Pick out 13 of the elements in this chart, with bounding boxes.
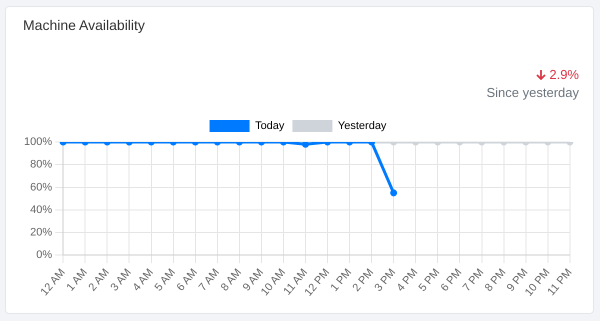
y-tick-label: 100% [24,136,52,148]
y-tick-label: 40% [30,204,52,216]
legend-label: Today [255,120,285,132]
x-tick-label: 5 PM [416,266,442,294]
y-tick-label: 0% [36,249,52,262]
x-tick-label: 3 PM [372,266,398,294]
legend-label: Yesterday [338,120,387,132]
y-tick-label: 60% [30,181,52,194]
y-tick-label: 80% [30,158,52,171]
text: 2.9% [549,67,579,82]
text: Since yesterday [486,85,579,100]
chart-title: Machine Availability [23,17,145,33]
y-tick-label: 20% [30,226,52,239]
